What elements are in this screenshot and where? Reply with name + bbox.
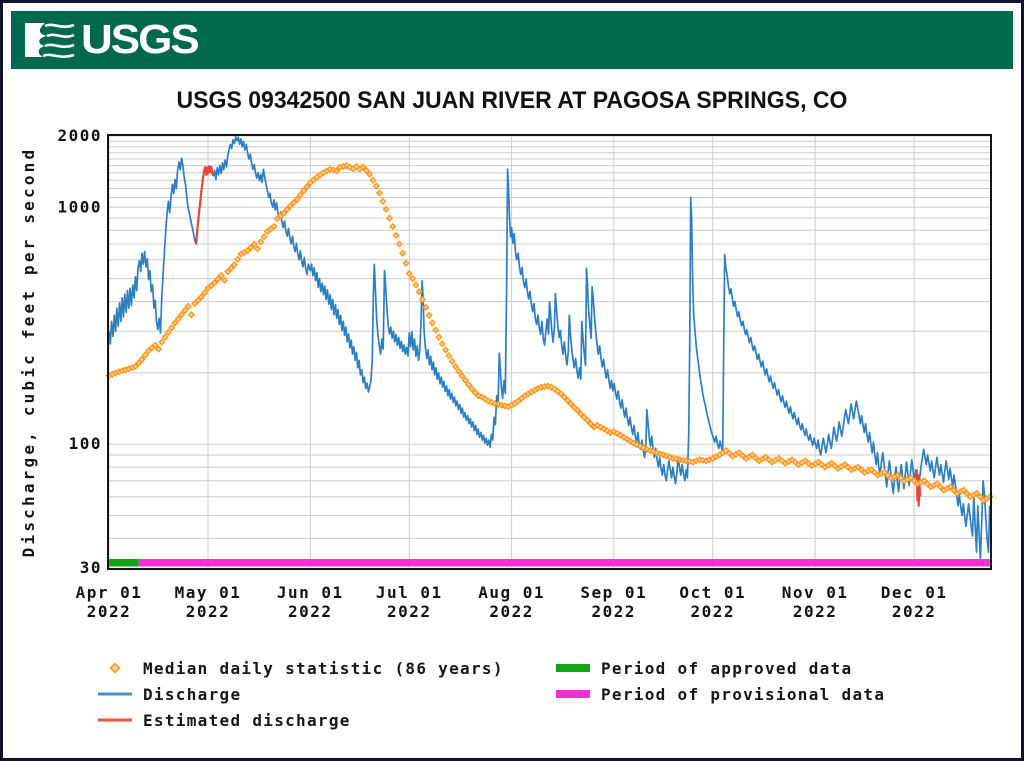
provisional-period-bar [138, 559, 990, 567]
usgs-banner: USGS [11, 11, 1013, 69]
svg-text:2022: 2022 [387, 602, 432, 621]
median-dot-icon [109, 662, 121, 674]
svg-text:1000: 1000 [57, 197, 102, 216]
plot-border [107, 134, 992, 570]
legend-item-discharge: Discharge [97, 683, 241, 705]
svg-text:100: 100 [69, 434, 102, 453]
svg-text:2022: 2022 [691, 602, 736, 621]
svg-text:May 01: May 01 [175, 583, 242, 602]
svg-text:2022: 2022 [288, 602, 333, 621]
legend-label: Estimated discharge [143, 710, 351, 730]
gridlines [108, 135, 990, 568]
line-sample-icon [98, 718, 132, 722]
svg-text:Dec 01: Dec 01 [881, 583, 948, 602]
line-sample-icon [98, 692, 132, 696]
legend-item-estimated: Estimated discharge [97, 709, 351, 731]
usgs-logo: USGS [11, 17, 200, 63]
chart-title: USGS 09342500 SAN JUAN RIVER AT PAGOSA S… [176, 87, 848, 114]
period-bar-icon [556, 664, 590, 672]
y-axis-title: Discharge, cubic feet per second [19, 147, 38, 558]
legend-item-approved: Period of approved data [555, 657, 852, 679]
approved-period-bar [109, 559, 139, 567]
period-bars [109, 559, 990, 567]
svg-text:2022: 2022 [592, 602, 637, 621]
svg-text:2022: 2022 [489, 602, 534, 621]
period-bar-icon [556, 690, 590, 698]
svg-text:2022: 2022 [87, 602, 132, 621]
usgs-wave-icon [25, 23, 75, 59]
median-daily-dots [105, 161, 994, 504]
legend-label: Period of approved data [601, 658, 853, 678]
svg-text:2000: 2000 [57, 126, 102, 145]
svg-text:2022: 2022 [793, 602, 838, 621]
svg-text:Jul 01: Jul 01 [376, 583, 443, 602]
usgs-logo-text: USGS [81, 17, 200, 63]
svg-text:Sep 01: Sep 01 [580, 583, 647, 602]
discharge-line [108, 135, 991, 560]
svg-text:30: 30 [80, 558, 102, 577]
svg-text:Nov 01: Nov 01 [782, 583, 849, 602]
svg-text:Jun 01: Jun 01 [277, 583, 344, 602]
svg-text:2022: 2022 [892, 602, 937, 621]
svg-text:Oct 01: Oct 01 [679, 583, 746, 602]
y-axis-labels: 2000 1000 100 30 [57, 126, 102, 577]
legend-item-median: Median daily statistic (86 years) [97, 657, 504, 679]
legend: Median daily statistic (86 years) Dischar… [3, 651, 1021, 751]
svg-text:Apr 01: Apr 01 [76, 583, 143, 602]
legend-item-provisional: Period of provisional data [555, 683, 885, 705]
legend-label: Discharge [143, 684, 242, 704]
svg-text:Aug 01: Aug 01 [478, 583, 545, 602]
svg-text:2022: 2022 [186, 602, 231, 621]
legend-label: Period of provisional data [601, 684, 886, 704]
legend-label: Median daily statistic (86 years) [143, 658, 504, 678]
